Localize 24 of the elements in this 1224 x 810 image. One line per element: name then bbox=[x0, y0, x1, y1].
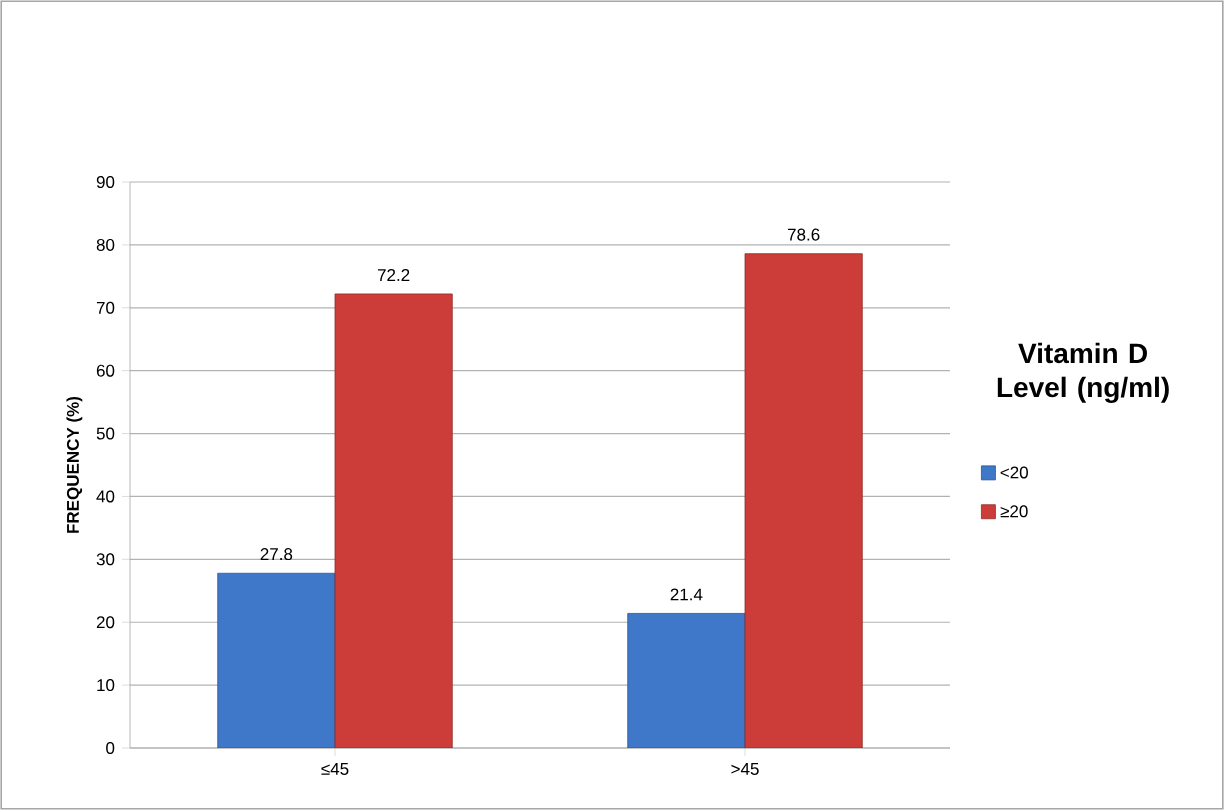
bar bbox=[627, 613, 746, 748]
y-tick-label: 30 bbox=[96, 553, 115, 566]
data-label: 27.8 bbox=[260, 548, 293, 561]
y-tick-label: 0 bbox=[106, 742, 115, 755]
y-tick-label: 90 bbox=[96, 176, 115, 189]
x-tick-label: >45 bbox=[731, 763, 759, 775]
x-tick-label: ≤45 bbox=[321, 763, 349, 775]
bar bbox=[744, 253, 863, 748]
y-tick-label: 70 bbox=[96, 301, 115, 314]
data-label: 78.6 bbox=[787, 228, 820, 241]
bar bbox=[334, 293, 453, 748]
data-label: 72.2 bbox=[377, 269, 410, 281]
y-tick-label: 80 bbox=[96, 238, 115, 251]
y-tick-label: 50 bbox=[96, 427, 115, 440]
legend-label: ≥20 bbox=[1000, 505, 1028, 518]
y-axis-title: FREQUENCY (%) bbox=[66, 396, 83, 533]
y-tick-label: 10 bbox=[97, 679, 115, 692]
data-label: 21.4 bbox=[670, 588, 703, 601]
y-tick-label: 60 bbox=[96, 364, 115, 377]
legend-label: <20 bbox=[1000, 466, 1028, 479]
y-tick-label: 40 bbox=[96, 490, 115, 503]
bar bbox=[217, 572, 336, 748]
legend-title: Vitamin D Level (ng/ml) bbox=[997, 342, 1169, 403]
y-tick-label: 20 bbox=[96, 616, 115, 629]
